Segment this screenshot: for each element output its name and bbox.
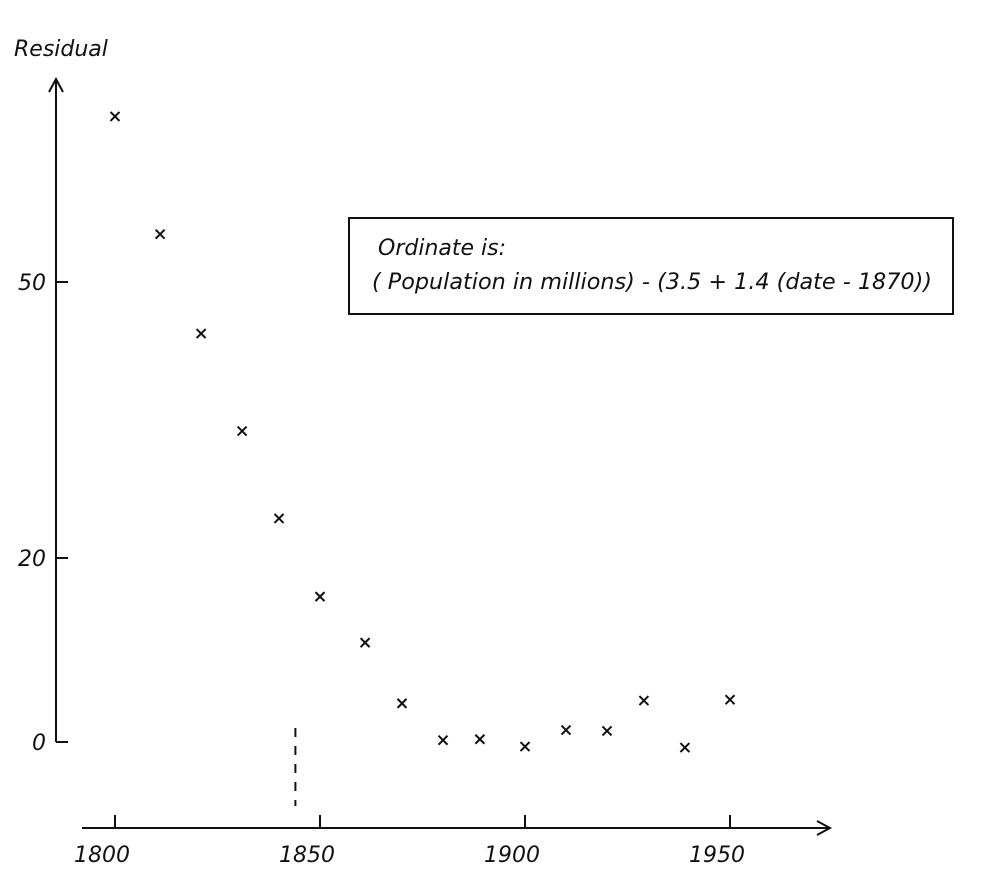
y-tick-label: 20 — [18, 547, 46, 572]
data-point — [314, 591, 326, 602]
data-point — [154, 228, 166, 240]
data-point — [560, 724, 572, 736]
x-tick-label: 1950 — [689, 843, 745, 868]
x-tick-label: 1850 — [279, 843, 335, 868]
data-point — [359, 637, 371, 648]
annotation-line-2: ( Population in millions) - (3.5 + 1.4 (… — [372, 270, 932, 295]
x-tick-label: 1800 — [74, 843, 130, 868]
data-point — [474, 734, 486, 745]
x-ticks: 1800 1850 1900 1950 — [74, 815, 745, 868]
y-axis-label: Residual — [14, 37, 108, 62]
data-point — [519, 741, 531, 752]
data-point — [273, 513, 285, 524]
annotation-line-1: Ordinate is: — [378, 236, 506, 261]
y-ticks: 0 20 50 — [18, 271, 68, 756]
data-point — [601, 725, 613, 737]
x-tick-label: 1900 — [484, 843, 540, 868]
data-point — [437, 734, 449, 746]
data-point — [109, 111, 121, 122]
data-points — [109, 111, 736, 753]
data-point — [195, 328, 207, 339]
y-tick-label: 0 — [32, 731, 46, 756]
y-axis — [48, 76, 64, 742]
data-point — [396, 698, 408, 709]
y-tick-label: 50 — [18, 271, 46, 296]
data-point — [236, 425, 248, 437]
data-point — [679, 742, 691, 753]
x-axis — [82, 820, 833, 836]
annotation-box: Ordinate is: ( Population in millions) -… — [348, 217, 954, 315]
data-point — [638, 695, 650, 706]
data-point — [724, 694, 736, 705]
